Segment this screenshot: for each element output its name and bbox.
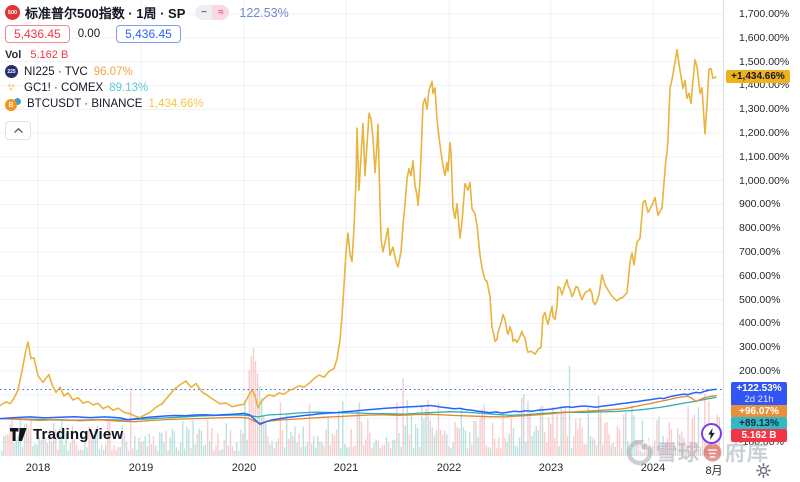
watermark-brand-text: 雪球 xyxy=(656,442,700,465)
spx-badge-change: +122.53% xyxy=(736,383,782,394)
x-axis-label: 2018 xyxy=(25,462,51,474)
x-axis-label: 2021 xyxy=(333,462,359,474)
bar-countdown: 2d 21h xyxy=(744,394,774,405)
btc-last-value-badge: +1,434.66% xyxy=(726,70,790,83)
x-axis-label: 2023 xyxy=(538,462,564,474)
y-axis-label: 300.00% xyxy=(739,341,781,354)
y-axis-label: 1,600.00% xyxy=(739,31,790,44)
y-axis-label: 900.00% xyxy=(739,198,781,211)
xueqiu-watermark: 雪球 府库 xyxy=(626,437,772,467)
x-axis-label: 2022 xyxy=(436,462,462,474)
y-axis-label: 400.00% xyxy=(739,317,781,330)
x-axis-label: 2024 xyxy=(640,462,666,474)
sell-price-button[interactable]: 5,436.45 xyxy=(5,25,70,43)
compare-percent: 1,434.66% xyxy=(148,98,204,110)
gold-futures-icon xyxy=(5,81,18,94)
ni225-last-value-badge: +96.07% xyxy=(731,405,787,418)
quote-row: 5,436.45 0.00 5,436.45 xyxy=(5,25,289,43)
symbol-title: 标准普尔500指数 · 1周 · SP xyxy=(25,6,186,21)
legend-collapse-button[interactable] xyxy=(5,121,31,140)
chevron-up-icon xyxy=(13,128,23,133)
legend-panel: 500 标准普尔500指数 · 1周 · SP − ≈ 122.53% 5,43… xyxy=(5,3,289,140)
main-symbol-row[interactable]: 500 标准普尔500指数 · 1周 · SP − ≈ 122.53% xyxy=(5,3,289,22)
y-axis[interactable]: 1,700.00% 1,600.00% 1,500.00% 1,400.00% 1,30… xyxy=(723,0,800,456)
y-axis-label: 1,700.00% xyxy=(739,8,790,20)
snowball-logo-icon xyxy=(626,438,653,465)
compare-name: BTCUSDT · BINANCE xyxy=(27,98,143,110)
tradingview-wordmark: TradingView xyxy=(33,426,124,443)
series-line-gc1-comex-gold- xyxy=(0,396,717,421)
buy-price-button[interactable]: 5,436.45 xyxy=(116,25,181,43)
watermark-user-text: 府库 xyxy=(725,442,769,465)
y-axis-label: 600.00% xyxy=(739,269,781,282)
compare-percent: 89.13% xyxy=(109,81,149,94)
tradingview-attribution[interactable]: TradingView xyxy=(10,426,123,443)
x-axis[interactable]: 2018 2019 2020 2021 2022 2023 2024 8月 xyxy=(0,456,800,482)
series-line-s-p-500 xyxy=(0,388,717,426)
series-line-ni225-tvc xyxy=(0,395,717,424)
compare-row-ni225[interactable]: 225 NI225 · TVC 96.07% xyxy=(5,65,289,78)
volume-value-badge: 5.162 B xyxy=(731,429,787,442)
symbol-change-percent: 122.53% xyxy=(239,5,289,20)
compare-row-btcusdt[interactable]: B BTCUSDT · BINANCE 1,434.66% xyxy=(5,97,289,111)
spx-last-value-badge: +122.53% 2d 21h xyxy=(731,382,787,406)
quick-trade-button[interactable] xyxy=(701,423,722,444)
volume-row[interactable]: Vol 5.162 B xyxy=(5,49,289,61)
y-axis-label: 1,100.00% xyxy=(739,150,790,163)
y-axis-label: 1,300.00% xyxy=(739,103,790,116)
axis-settings-gear-icon[interactable] xyxy=(756,463,771,478)
compare-percent: 96.07% xyxy=(93,65,133,78)
x-axis-label: 2019 xyxy=(128,462,154,474)
y-axis-label: 800.00% xyxy=(739,222,781,235)
approx-wave-icon[interactable]: ≈ xyxy=(212,5,230,20)
x-axis-label: 8月 xyxy=(705,465,723,477)
y-axis-separator xyxy=(723,0,724,456)
y-axis-label: 200.00% xyxy=(739,365,781,377)
lightning-bolt-icon xyxy=(708,427,715,440)
tradingview-logo-icon xyxy=(10,427,27,441)
compare-name: GC1! · COMEX xyxy=(24,81,104,94)
y-axis-label: 1,000.00% xyxy=(739,174,790,187)
spread-value: 0.00 xyxy=(77,28,101,40)
y-axis-label: 1,200.00% xyxy=(739,127,790,139)
volume-value: 5.162 B xyxy=(30,49,69,61)
y-axis-label: 700.00% xyxy=(739,246,781,258)
series-line-btcusdt-binance xyxy=(0,48,717,419)
gold-last-value-badge: +89.13% xyxy=(731,417,787,430)
y-axis-label: 500.00% xyxy=(739,293,781,306)
btcusdt-pair-icon: B xyxy=(5,97,22,111)
user-avatar xyxy=(703,443,722,461)
compare-row-gc1[interactable]: GC1! · COMEX 89.13% xyxy=(5,81,289,94)
sp500-icon: 500 xyxy=(5,5,20,20)
y-axis-label: 1,500.00% xyxy=(739,55,790,68)
minus-icon[interactable]: − xyxy=(195,5,213,20)
x-axis-label: 2020 xyxy=(231,462,257,474)
compare-name: NI225 · TVC xyxy=(24,65,88,78)
ni225-icon: 225 xyxy=(5,65,18,78)
chart-style-pill[interactable]: − ≈ xyxy=(195,5,230,20)
volume-label: Vol xyxy=(5,49,22,61)
